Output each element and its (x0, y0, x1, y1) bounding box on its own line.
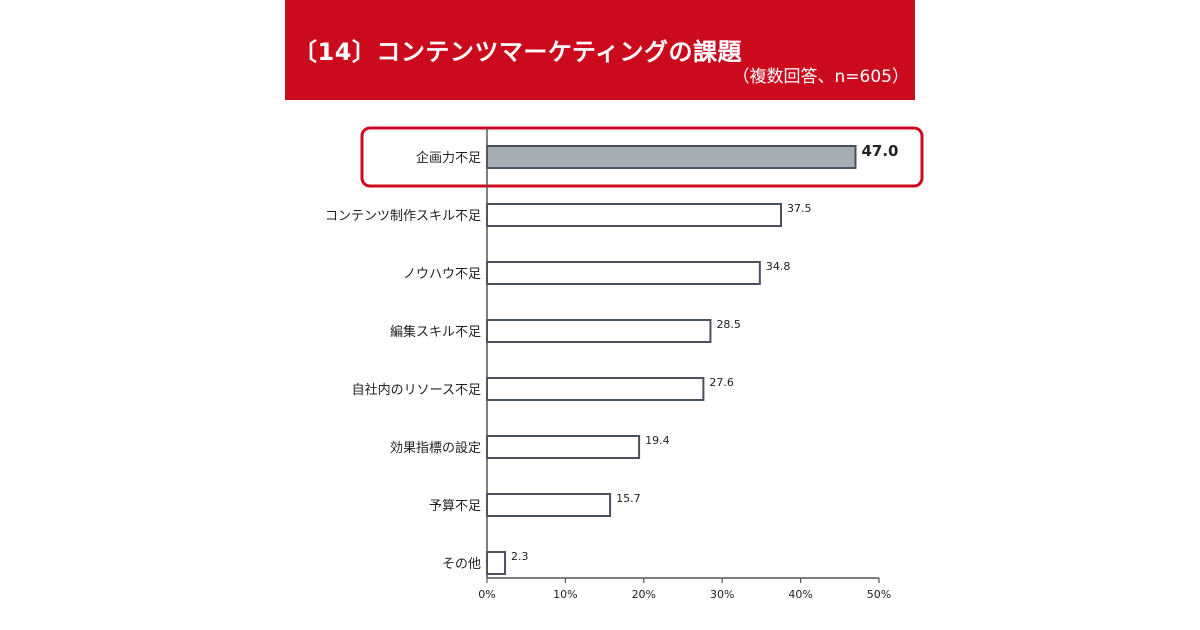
bar (486, 319, 712, 343)
value-label: 34.8 (766, 260, 791, 273)
x-tick-label: 20% (632, 588, 656, 601)
value-label: 27.6 (709, 376, 734, 389)
category-label: 効果指標の設定 (390, 440, 481, 456)
category-label: ノウハウ不足 (403, 267, 481, 282)
x-tick-label: 30% (710, 588, 734, 601)
category-label: 編集スキル不足 (390, 324, 481, 340)
x-tick-label: 0% (478, 588, 495, 601)
x-tick-label: 10% (553, 588, 577, 601)
value-label: 47.0 (861, 142, 898, 160)
chart-subtitle: （複数回答、n=605） (732, 67, 909, 87)
chart-title: 〔14〕コンテンツマーケティングの課題 (293, 38, 742, 66)
highlight-frame (360, 126, 924, 188)
value-label: 19.4 (645, 434, 670, 447)
category-label: 企画力不足 (416, 150, 481, 166)
chart-header: 〔14〕コンテンツマーケティングの課題 （複数回答、n=605） (285, 0, 915, 100)
bar (486, 203, 782, 227)
bar (486, 493, 612, 517)
bar (486, 435, 641, 459)
bar (486, 377, 705, 401)
category-label: 予算不足 (429, 499, 481, 514)
x-tick-label: 40% (788, 588, 812, 601)
value-label: 37.5 (787, 202, 812, 215)
category-label: コンテンツ制作スキル不足 (325, 209, 481, 224)
x-tick-label: 50% (867, 588, 891, 601)
bar (486, 145, 857, 169)
value-label: 15.7 (616, 492, 641, 505)
value-label: 28.5 (716, 318, 741, 331)
category-label: 自社内のリソース不足 (352, 382, 481, 398)
value-label: 2.3 (511, 550, 528, 563)
bar (486, 261, 761, 285)
bar (486, 551, 507, 575)
category-label: その他 (442, 557, 481, 572)
